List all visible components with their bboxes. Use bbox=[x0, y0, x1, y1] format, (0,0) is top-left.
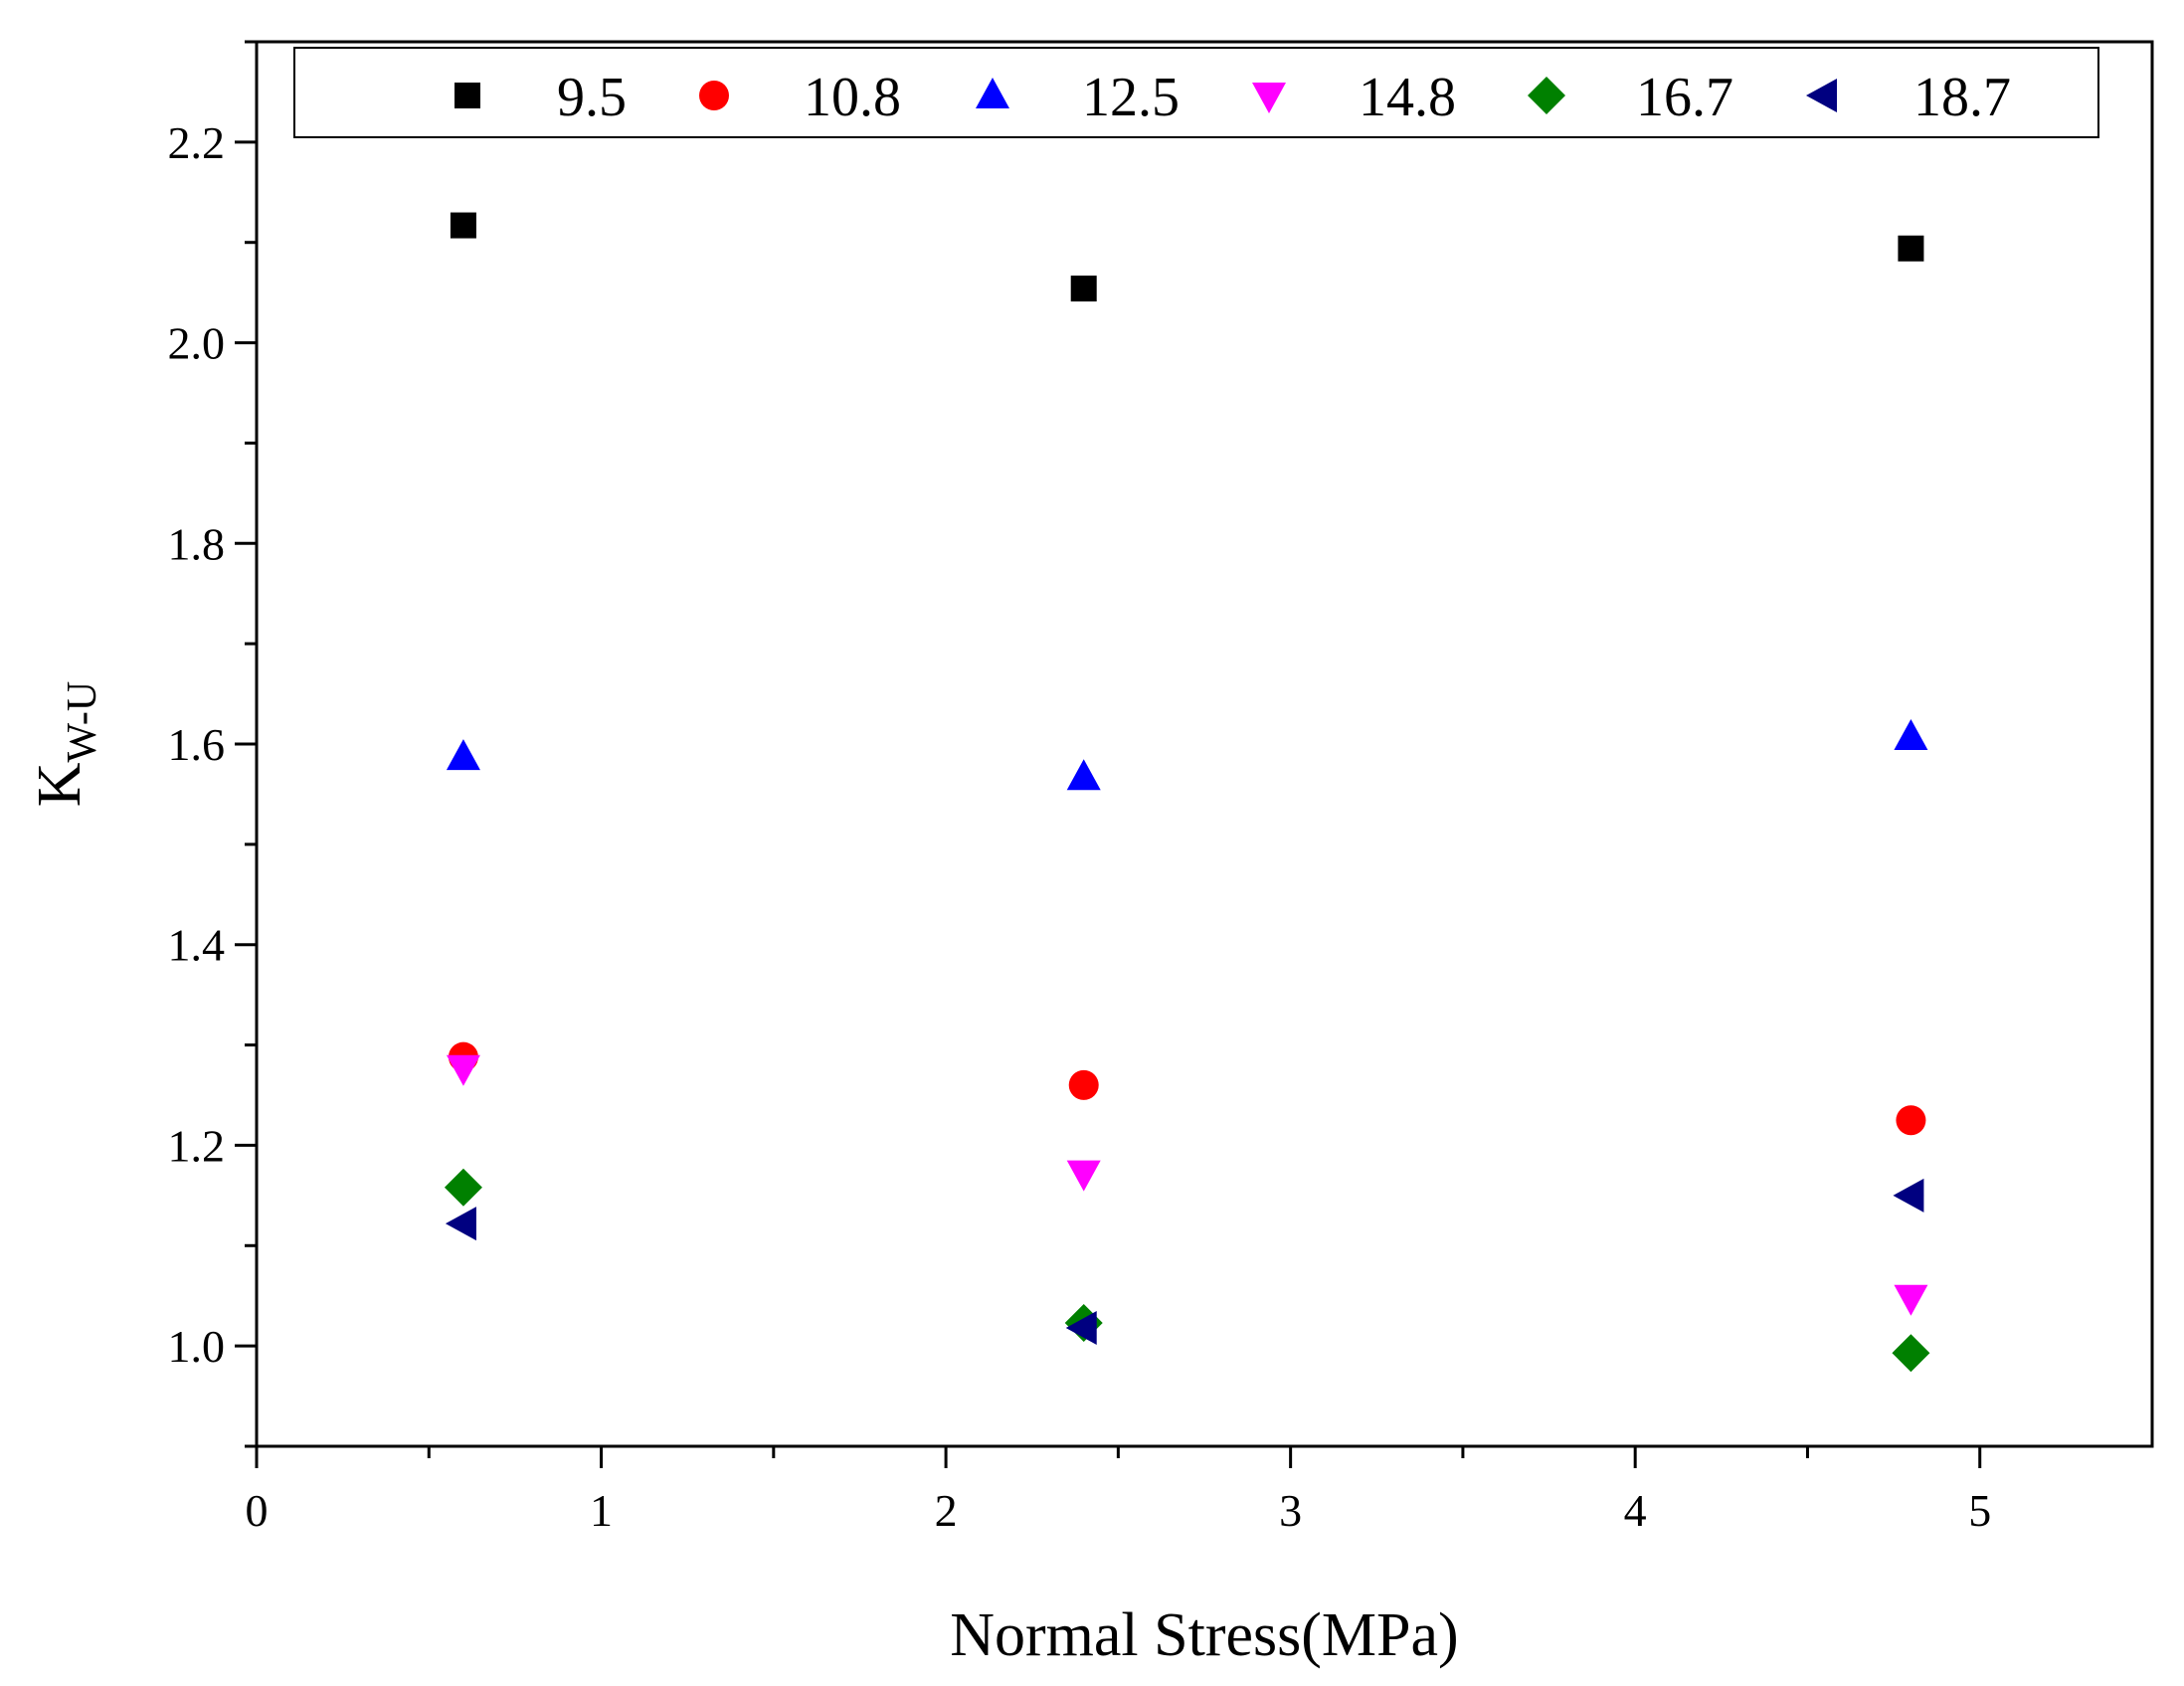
legend-marker-12-5 bbox=[976, 78, 1009, 108]
data-points bbox=[444, 212, 1930, 1373]
data-point-12-5 bbox=[446, 739, 480, 771]
legend-label: 18.7 bbox=[1913, 67, 2011, 128]
x-tick-label: 5 bbox=[1968, 1485, 1991, 1536]
x-axis-title: Normal Stress(MPa) bbox=[950, 1601, 1458, 1669]
legend-label: 10.8 bbox=[804, 67, 901, 128]
svg-text:KW-U: KW-U bbox=[26, 681, 105, 807]
x-tick-label: 1 bbox=[590, 1485, 613, 1536]
x-axis: 0 1 2 3 4 5 bbox=[246, 1446, 1991, 1536]
x-tick-label: 2 bbox=[935, 1485, 958, 1536]
legend-label: 9.5 bbox=[557, 67, 627, 128]
plot-frame bbox=[255, 40, 2154, 1448]
data-point-12-5 bbox=[1066, 759, 1101, 791]
y-axis: 1.0 1.2 1.4 1.6 1.8 2.0 2.2 bbox=[168, 40, 257, 1448]
data-point-14-8 bbox=[1066, 1160, 1101, 1192]
legend-label: 12.5 bbox=[1082, 67, 1180, 128]
data-point-9-5 bbox=[1070, 276, 1097, 302]
data-point-18-7 bbox=[1065, 1310, 1097, 1345]
data-point-10-8 bbox=[1068, 1069, 1099, 1100]
y-tick-label: 1.6 bbox=[168, 719, 226, 770]
legend-marker-16-7 bbox=[1528, 77, 1565, 114]
legend-label: 16.7 bbox=[1636, 67, 1733, 128]
y-tick-label: 2.0 bbox=[168, 318, 226, 369]
y-tick-label: 2.2 bbox=[168, 117, 226, 168]
legend-marker-18-7 bbox=[1806, 79, 1837, 112]
data-point-16-7 bbox=[444, 1168, 482, 1207]
legend-marker-14-8 bbox=[1252, 83, 1286, 113]
x-tick-label: 0 bbox=[246, 1485, 269, 1536]
legend: 9.5 10.8 12.5 14.8 16.7 18.7 bbox=[293, 47, 2099, 138]
y-tick-label: 1.4 bbox=[168, 920, 226, 971]
data-point-12-5 bbox=[1894, 718, 1928, 750]
y-axis-title-subscript: W-U bbox=[60, 681, 105, 763]
data-point-14-8 bbox=[1894, 1284, 1928, 1316]
y-axis-title-main: K bbox=[26, 762, 93, 807]
x-tick-label: 3 bbox=[1279, 1485, 1302, 1536]
data-point-14-8 bbox=[446, 1054, 480, 1086]
data-point-10-8 bbox=[1896, 1105, 1926, 1136]
legend-marker-10-8 bbox=[699, 81, 729, 110]
data-point-9-5 bbox=[450, 212, 476, 239]
y-tick-label: 1.2 bbox=[168, 1120, 226, 1171]
y-tick-label: 1.8 bbox=[168, 518, 226, 569]
y-axis-title: KW-U bbox=[26, 681, 105, 807]
data-point-9-5 bbox=[1898, 235, 1924, 262]
data-point-16-7 bbox=[1892, 1334, 1930, 1373]
data-point-18-7 bbox=[1893, 1178, 1924, 1213]
legend-box bbox=[293, 47, 2099, 138]
data-point-18-7 bbox=[445, 1207, 476, 1241]
legend-marker-9-5 bbox=[455, 83, 480, 108]
y-tick-label: 1.0 bbox=[168, 1321, 226, 1372]
x-tick-label: 4 bbox=[1624, 1485, 1647, 1536]
legend-label: 14.8 bbox=[1359, 67, 1456, 128]
